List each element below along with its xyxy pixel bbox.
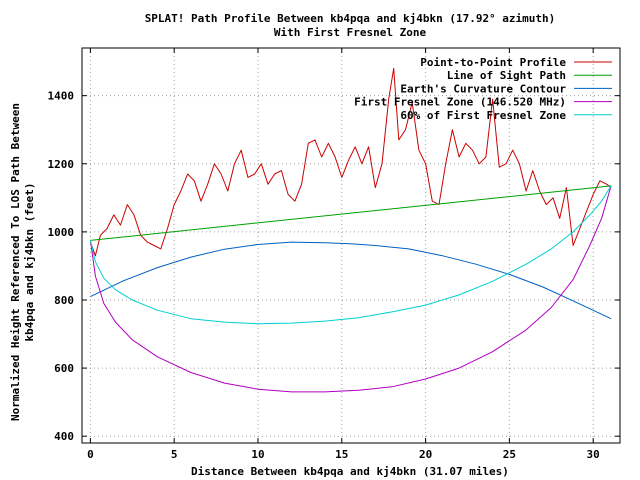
x-tick-label: 10 bbox=[251, 448, 264, 461]
legend-label: 60% of First Fresnel Zone bbox=[400, 109, 566, 122]
series-line-60-of-first-fresnel-zone bbox=[89, 185, 612, 325]
chart-subtitle: With First Fresnel Zone bbox=[274, 26, 427, 39]
y-tick-label: 400 bbox=[54, 430, 74, 443]
x-tick-label: 30 bbox=[587, 448, 600, 461]
legend-label: Line of Sight Path bbox=[447, 69, 566, 82]
plot-frame bbox=[81, 47, 621, 444]
x-tick-label: 0 bbox=[87, 448, 94, 461]
series-group bbox=[89, 67, 612, 393]
grid bbox=[82, 48, 620, 443]
x-tick-label: 20 bbox=[419, 448, 432, 461]
legend-label: First Fresnel Zone (146.520 MHz) bbox=[354, 96, 566, 109]
y-tick-label: 600 bbox=[54, 362, 74, 375]
y-tick-label: 1000 bbox=[48, 226, 75, 239]
x-tick-label: 25 bbox=[503, 448, 516, 461]
x-axis-label: Distance Between kb4pqa and kj4bkn (31.0… bbox=[191, 465, 509, 478]
series-line-line-of-sight-path bbox=[90, 185, 612, 241]
y-tick-label: 1200 bbox=[48, 158, 75, 171]
ticks: 0 5 10 15 20 25 30 400 600 800 1000 1200 1400 bbox=[48, 48, 620, 461]
y-axis-label-line2: kb4pqa and kj4bkn (feet) bbox=[23, 183, 36, 342]
x-tick-label: 5 bbox=[171, 448, 178, 461]
chart-title: SPLAT! Path Profile Between kb4pqa and k… bbox=[145, 12, 556, 25]
x-tick-label: 15 bbox=[335, 448, 348, 461]
y-axis-label-line1: Normalized Height Referenced To LOS Path… bbox=[9, 103, 22, 421]
y-tick-label: 1400 bbox=[48, 90, 75, 103]
y-tick-label: 800 bbox=[54, 294, 74, 307]
series-line-earth-s-curvature-contour bbox=[90, 241, 612, 320]
legend-label: Point-to-Point Profile bbox=[420, 56, 566, 69]
series-line-point-to-point-profile bbox=[89, 67, 612, 257]
legend-label: Earth's Curvature Contour bbox=[400, 82, 566, 95]
series-line-first-fresnel-zone-146-520-mhz bbox=[89, 185, 612, 393]
